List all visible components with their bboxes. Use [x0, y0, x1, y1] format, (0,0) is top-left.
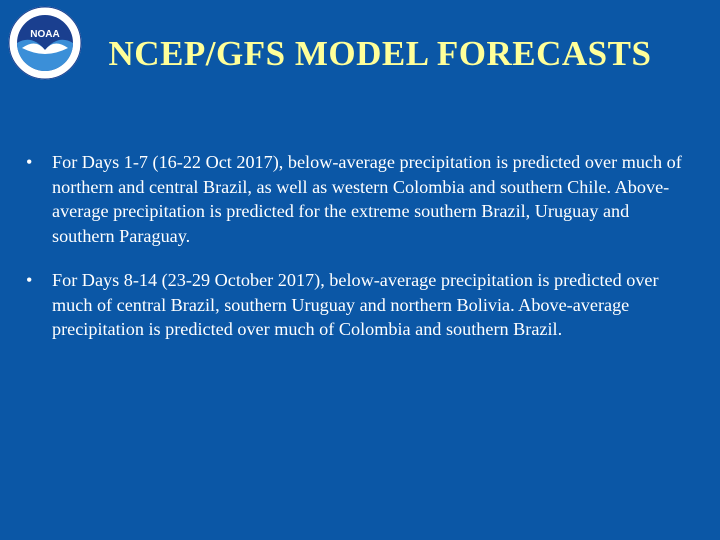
slide-title: NCEP/GFS MODEL FORECASTS [108, 34, 652, 73]
bullet-text: For Days 8-14 (23-29 October 2017), belo… [52, 270, 659, 339]
bullet-marker: • [26, 270, 33, 290]
logo-label: NOAA [30, 29, 59, 40]
bullet-list: • For Days 1-7 (16-22 Oct 2017), below-av… [22, 150, 682, 362]
bullet-marker: • [26, 152, 33, 172]
noaa-logo: NOAA [7, 5, 83, 81]
bullet-item: • For Days 8-14 (23-29 October 2017), bel… [22, 268, 682, 342]
bullet-text: For Days 1-7 (16-22 Oct 2017), below-ave… [52, 152, 682, 246]
bullet-item: • For Days 1-7 (16-22 Oct 2017), below-av… [22, 150, 682, 248]
